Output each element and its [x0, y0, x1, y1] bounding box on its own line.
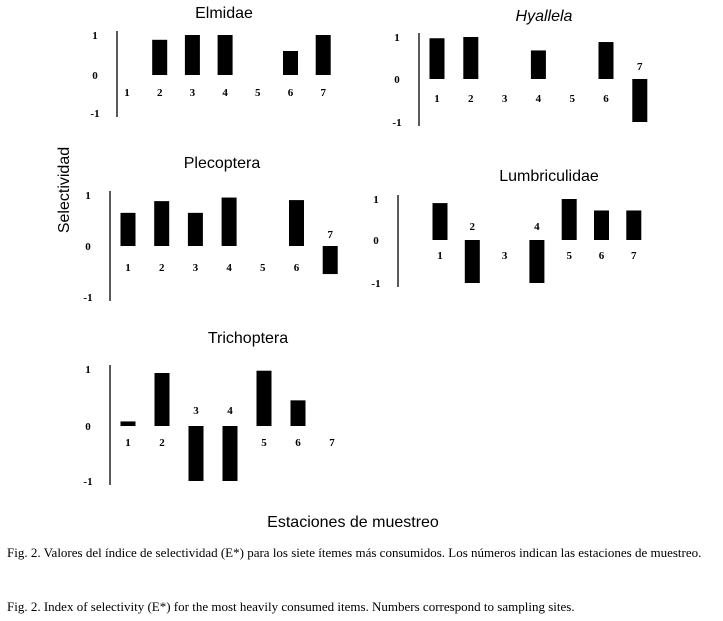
chart-panel: Hyallela 1 0 -1 1 2 3 4 5 6 7 — [392, 8, 648, 129]
category-label: 4 — [222, 87, 228, 99]
bar — [289, 200, 304, 246]
caption-english: Fig. 2. Index of selectivity (E*) for th… — [7, 599, 575, 614]
category-label: 6 — [603, 93, 609, 105]
category-label: 6 — [599, 250, 605, 262]
category-label: 4 — [536, 93, 542, 105]
y-tick-label: 0 — [92, 70, 98, 82]
chart-panel: Elmidae 1 0 -1 1 2 3 4 5 6 7 — [90, 5, 331, 120]
x-axis-label: Estaciones de muestreo — [267, 514, 439, 531]
bar — [429, 38, 445, 79]
bar — [187, 212, 203, 246]
category-label: 7 — [637, 61, 643, 73]
category-label: 4 — [534, 221, 540, 233]
category-label: 7 — [329, 437, 335, 449]
bar — [221, 197, 237, 246]
bar — [561, 199, 577, 240]
chart-panel: Plecoptera 1 0 -1 1 2 3 4 5 6 7 — [83, 155, 338, 304]
category-label: 1 — [124, 87, 130, 99]
bar — [598, 42, 614, 79]
category-label: 3 — [193, 405, 199, 417]
category-label: 3 — [193, 262, 199, 274]
category-label: 1 — [434, 93, 440, 105]
y-tick-label: 1 — [85, 364, 91, 376]
category-label: 6 — [288, 87, 294, 99]
y-tick-label: 0 — [394, 74, 400, 86]
bar — [154, 372, 170, 426]
bar — [290, 400, 306, 426]
chart-title: Trichoptera — [208, 330, 288, 347]
category-label: 3 — [190, 87, 196, 99]
y-tick-label: -1 — [83, 476, 92, 488]
bar — [154, 201, 170, 246]
y-tick-label: 0 — [373, 235, 379, 247]
category-label: 2 — [468, 93, 474, 105]
y-axis-label: Selectividad — [56, 147, 73, 233]
bar — [120, 212, 136, 246]
y-tick-label: 1 — [85, 190, 91, 202]
category-label: 1 — [125, 262, 131, 274]
bar — [315, 35, 331, 75]
category-label: 5 — [255, 87, 261, 99]
y-tick-label: 1 — [92, 30, 98, 42]
bar — [283, 51, 298, 75]
y-tick-label: -1 — [83, 292, 92, 304]
bar — [322, 246, 338, 275]
category-label: 5 — [569, 93, 575, 105]
bar — [626, 210, 642, 240]
bar — [432, 203, 448, 240]
category-label: 4 — [226, 262, 232, 274]
bar — [152, 39, 168, 75]
y-tick-label: -1 — [90, 108, 99, 120]
category-label: 2 — [159, 437, 165, 449]
chart-title: Elmidae — [195, 5, 253, 22]
category-label: 3 — [502, 250, 508, 262]
category-label: 5 — [260, 262, 266, 274]
bar — [217, 35, 233, 75]
category-label: 2 — [159, 262, 165, 274]
category-label: 2 — [470, 221, 476, 233]
y-tick-label: 1 — [373, 194, 379, 206]
category-label: 7 — [320, 87, 326, 99]
category-label: 6 — [294, 262, 300, 274]
bar — [120, 421, 136, 426]
category-label: 3 — [502, 93, 508, 105]
category-label: 2 — [157, 87, 163, 99]
category-label: 1 — [125, 437, 131, 449]
bar — [529, 240, 545, 283]
category-label: 5 — [566, 250, 572, 262]
caption-spanish: Fig. 2. Valores del índice de selectivid… — [7, 545, 702, 560]
bar — [463, 37, 479, 79]
bar — [222, 426, 238, 481]
y-tick-label: -1 — [392, 117, 401, 129]
chart-title: Lumbriculidae — [499, 168, 599, 185]
category-label: 4 — [227, 405, 233, 417]
bar — [184, 35, 200, 75]
bar — [530, 50, 546, 79]
category-label: 1 — [437, 250, 443, 262]
chart-panel: Lumbriculidae 1 0 -1 1 2 3 4 5 6 7 — [371, 168, 642, 290]
bar — [594, 210, 609, 240]
category-label: 7 — [631, 250, 637, 262]
y-tick-label: 0 — [85, 241, 91, 253]
chart-title: Hyallela — [516, 8, 573, 25]
selectivity-figure: Selectividad Estaciones de muestreo Elmi… — [56, 5, 648, 531]
bar — [632, 79, 648, 122]
category-label: 5 — [261, 437, 267, 449]
y-tick-label: -1 — [371, 278, 380, 290]
bar — [188, 426, 204, 481]
bar — [256, 370, 272, 426]
y-tick-label: 0 — [85, 421, 91, 433]
chart-panel: Trichoptera 1 0 -1 1 2 3 4 5 6 7 — [83, 330, 335, 488]
y-tick-label: 1 — [394, 32, 400, 44]
bar — [464, 240, 480, 283]
chart-title: Plecoptera — [184, 155, 261, 172]
category-label: 7 — [327, 229, 333, 241]
category-label: 6 — [295, 437, 301, 449]
